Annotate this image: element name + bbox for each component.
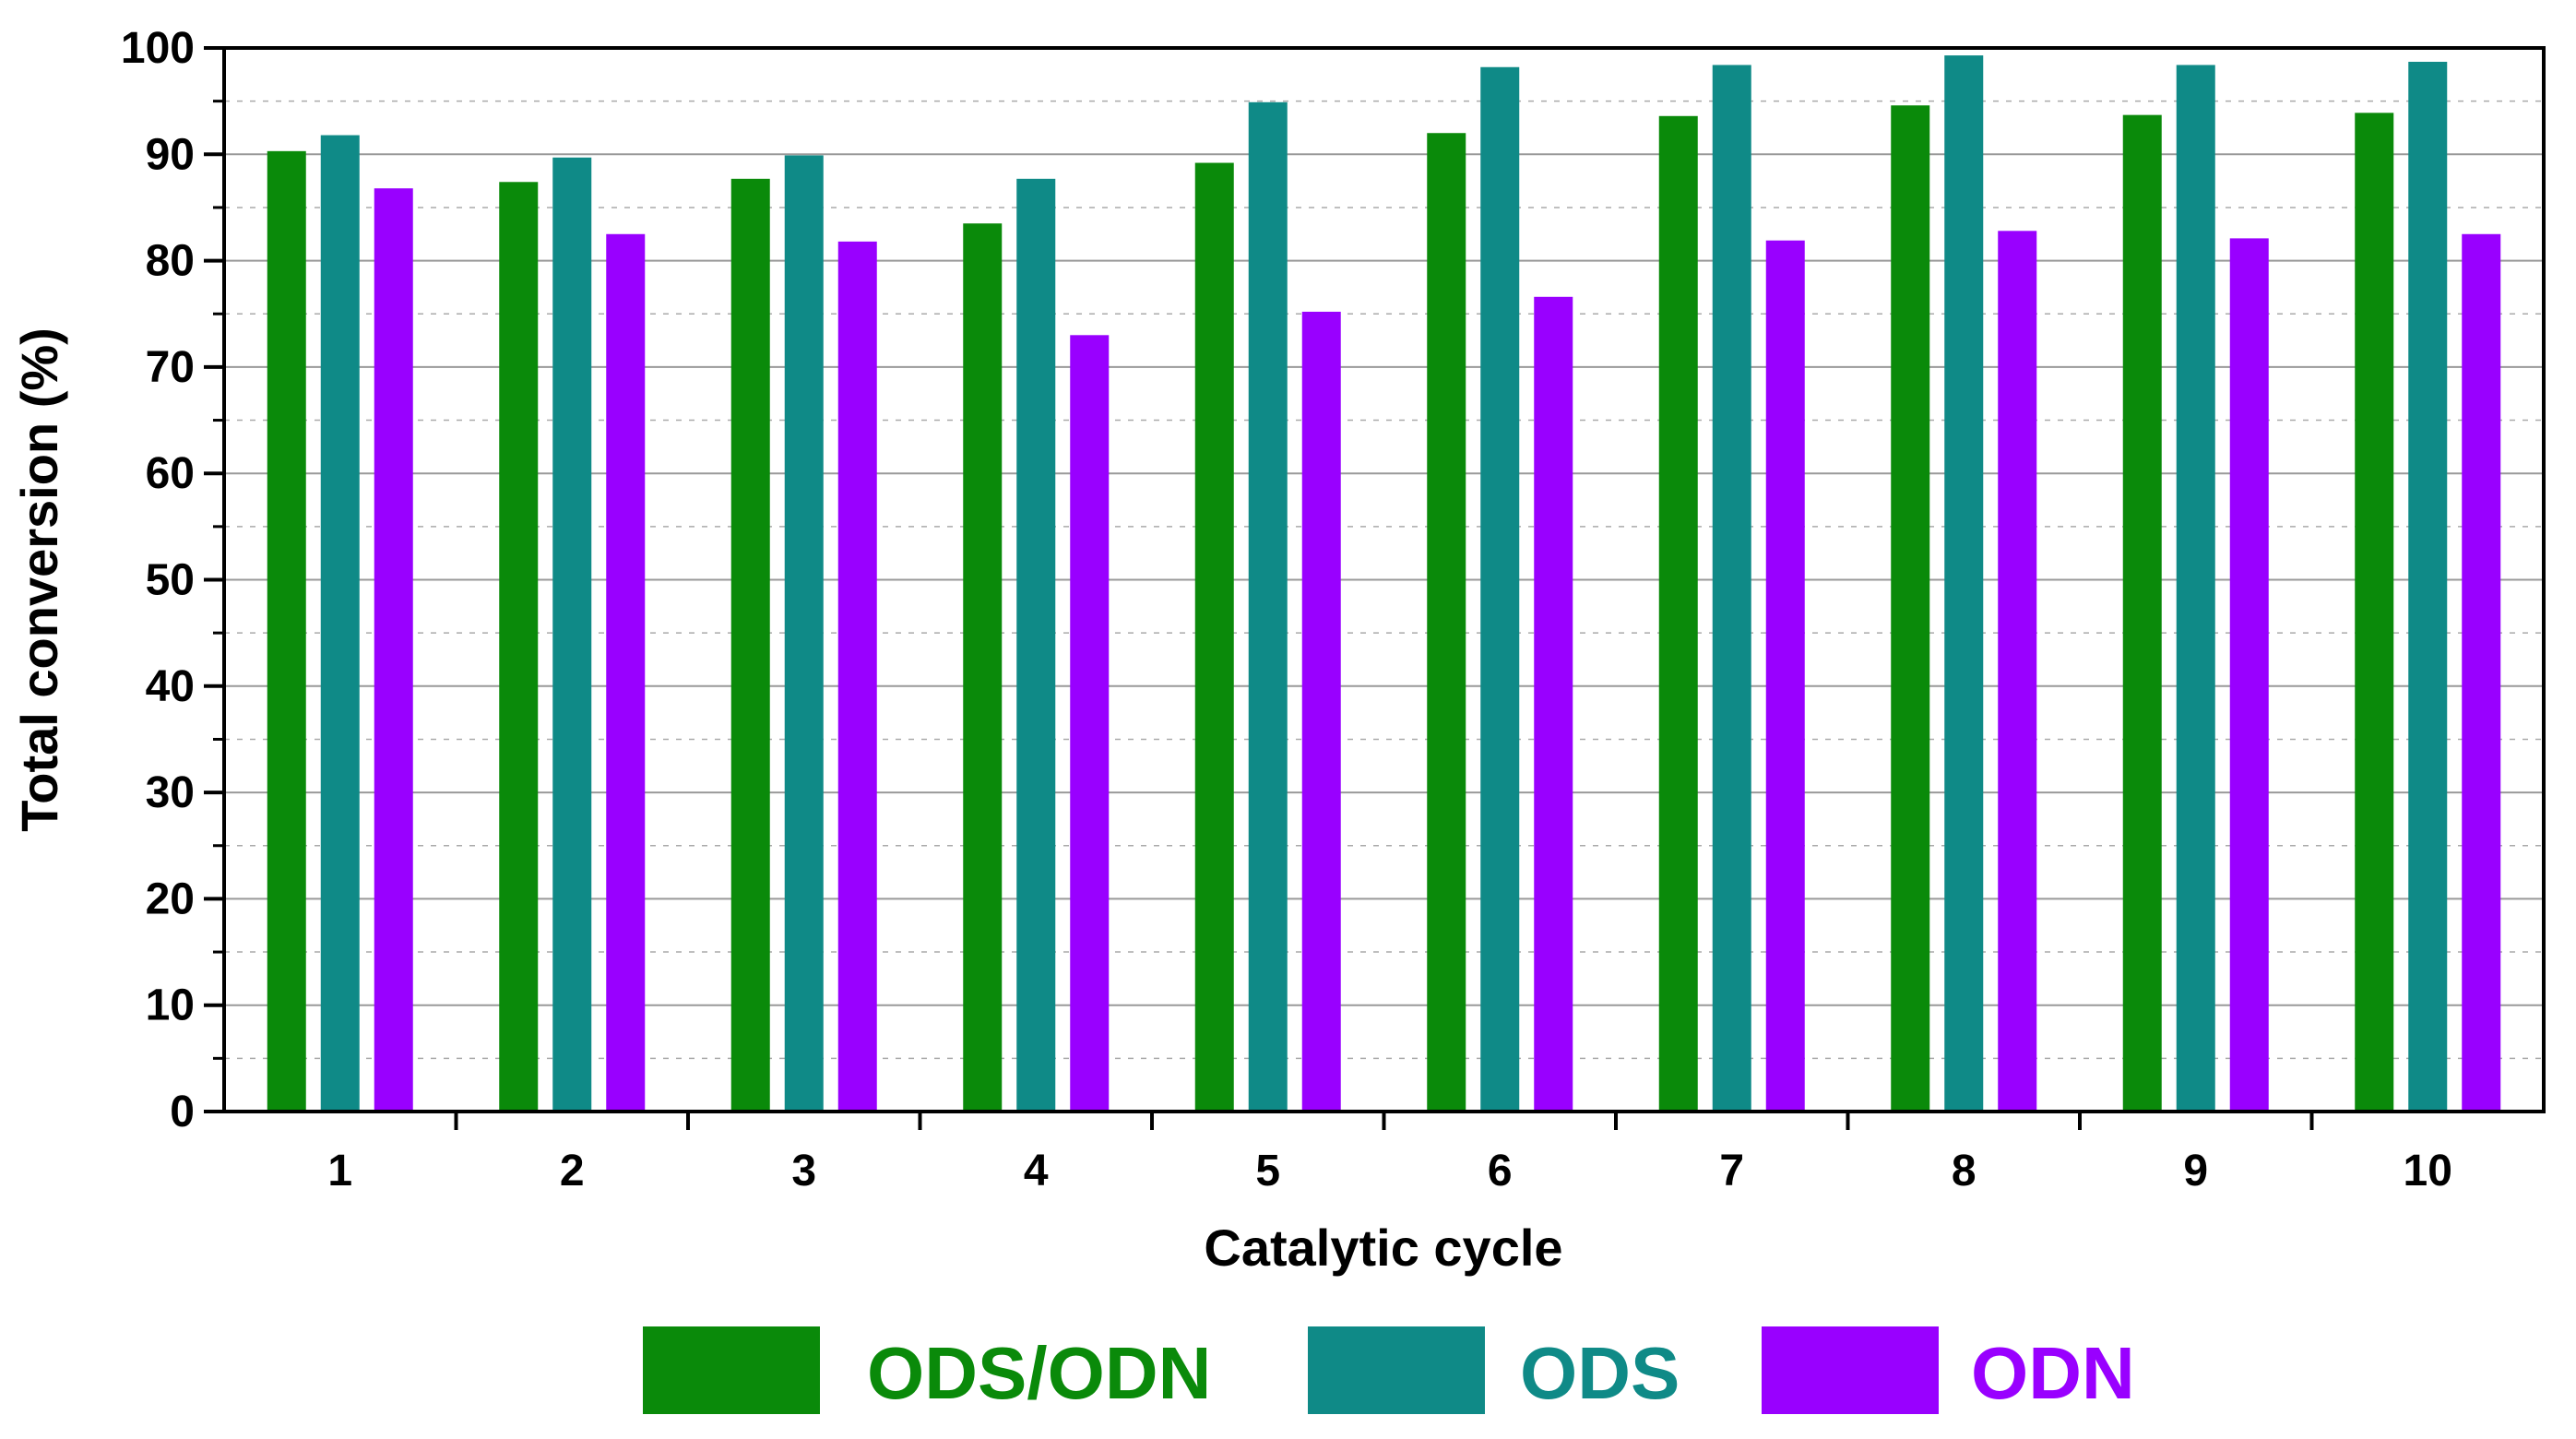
bars (267, 55, 2501, 1112)
bar-ods-cycle-3 (784, 155, 824, 1112)
bar-ods-odn-cycle-10 (2355, 113, 2394, 1112)
bar-ods-cycle-10 (2408, 61, 2448, 1112)
bar-odn-cycle-8 (1998, 231, 2037, 1112)
bar-ods-cycle-5 (1248, 101, 1288, 1112)
bar-odn-cycle-2 (606, 233, 646, 1112)
x-tick-label: 4 (1024, 1147, 1049, 1195)
y-tick-label: 30 (146, 768, 195, 817)
bar-ods-cycle-1 (320, 135, 360, 1112)
y-tick-label: 0 (170, 1088, 195, 1136)
x-tick-label: 5 (1255, 1147, 1280, 1195)
bar-odn-cycle-1 (374, 188, 413, 1112)
legend-label-odn: ODN (1971, 1332, 2135, 1414)
y-axis-title: Total conversion (%) (10, 327, 68, 832)
bar-odn-cycle-6 (1534, 296, 1573, 1112)
x-tick-label: 9 (2183, 1147, 2208, 1195)
y-tick-label: 100 (121, 24, 195, 73)
x-tick-labels: 1 2 3 4 5 6 7 8 9 10 (327, 1147, 2452, 1195)
bar-ods-odn-cycle-1 (267, 150, 306, 1112)
bar-ods-odn-cycle-8 (1891, 105, 1930, 1112)
bar-ods-odn-cycle-5 (1194, 162, 1234, 1112)
bar-ods-cycle-6 (1480, 66, 1520, 1112)
bar-ods-odn-cycle-6 (1427, 133, 1466, 1112)
x-axis-title: Catalytic cycle (1204, 1219, 1562, 1277)
y-tick-label: 50 (146, 556, 195, 605)
bar-ods-odn-cycle-3 (730, 178, 770, 1112)
bar-ods-odn-cycle-9 (2122, 114, 2162, 1112)
bar-ods-cycle-2 (552, 157, 592, 1112)
bar-ods-odn-cycle-2 (499, 182, 539, 1112)
x-tick-label: 1 (327, 1147, 352, 1195)
legend-label-ods: ODS (1520, 1332, 1680, 1414)
bar-ods-odn-cycle-4 (963, 223, 1003, 1112)
x-tick-label: 7 (1719, 1147, 1744, 1195)
y-tick-label: 10 (146, 981, 195, 1030)
x-tick-label: 3 (791, 1147, 816, 1195)
legend-label-ods-odn: ODS/ODN (867, 1332, 1211, 1414)
x-tick-label: 10 (2404, 1147, 2452, 1195)
y-tick-label: 40 (146, 662, 195, 711)
axis-ticks (204, 46, 2314, 1130)
bar-odn-cycle-7 (1765, 240, 1805, 1112)
bar-ods-cycle-7 (1712, 65, 1751, 1112)
legend-swatch-odn (1762, 1326, 1939, 1414)
y-tick-label: 80 (146, 237, 195, 286)
bar-odn-cycle-4 (1070, 335, 1110, 1112)
y-tick-label: 20 (146, 874, 195, 923)
bar-odn-cycle-10 (2462, 233, 2501, 1112)
bar-odn-cycle-3 (837, 241, 877, 1112)
x-tick-label: 6 (1488, 1147, 1513, 1195)
legend-swatch-ods (1308, 1326, 1485, 1414)
bar-ods-odn-cycle-7 (1658, 115, 1698, 1112)
bar-odn-cycle-5 (1301, 311, 1341, 1112)
legend: ODS/ODN ODS ODN (643, 1326, 2135, 1414)
bar-ods-cycle-9 (2176, 65, 2215, 1112)
bar-ods-cycle-4 (1016, 178, 1056, 1112)
y-tick-label: 60 (146, 449, 195, 498)
bar-odn-cycle-9 (2229, 238, 2269, 1112)
legend-swatch-ods-odn (643, 1326, 820, 1414)
x-tick-label: 2 (560, 1147, 585, 1195)
y-tick-labels: 0 10 20 30 40 50 60 70 80 90 100 (121, 24, 195, 1136)
x-tick-label: 8 (1952, 1147, 1977, 1195)
bar-ods-cycle-8 (1944, 55, 1984, 1112)
y-tick-label: 90 (146, 130, 195, 179)
y-tick-label: 70 (146, 343, 195, 392)
